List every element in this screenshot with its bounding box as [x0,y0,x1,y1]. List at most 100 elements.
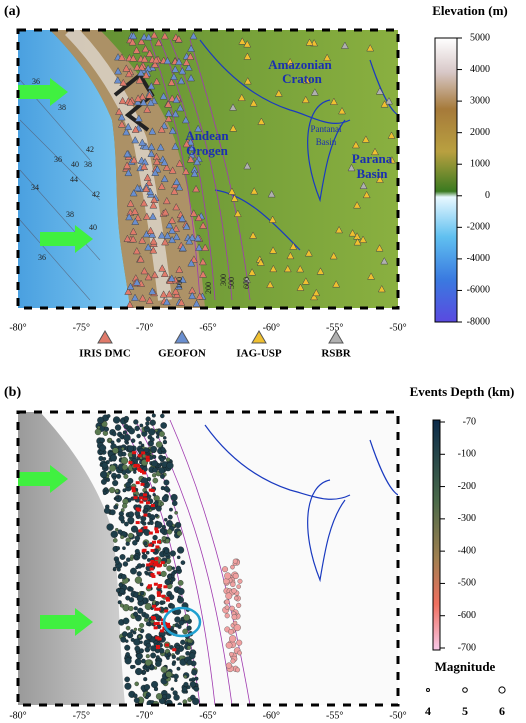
event [134,576,143,584]
station [137,37,146,45]
event [131,486,136,490]
event [115,527,119,532]
event [128,597,135,603]
station [160,158,169,166]
event [128,532,134,539]
contour-label: 36 [54,155,62,164]
station [238,37,247,45]
event [161,594,166,598]
event [188,652,196,660]
station [134,94,143,102]
event [137,627,142,632]
station [148,212,157,220]
event [135,521,140,525]
event [186,625,192,631]
event [161,536,167,541]
event [177,595,182,599]
station [124,122,133,131]
station [301,95,310,104]
station [310,88,319,96]
event [224,605,230,610]
station [168,94,177,102]
event [166,656,170,660]
station [171,142,180,150]
event [121,469,127,475]
event [174,678,178,683]
event [116,438,121,443]
station [126,282,135,290]
station [146,98,155,106]
station [182,139,191,148]
event [140,477,149,485]
magnitude-symbol [462,687,468,693]
colorbar-tick-label: 3000 [470,95,490,106]
station [175,265,184,273]
event [157,637,162,641]
event [122,617,130,625]
station [178,67,187,75]
event [110,454,118,462]
event [94,428,102,436]
station [124,168,133,177]
event [119,554,126,560]
station [168,216,177,224]
colorbar-tick-label: -500 [458,578,476,589]
station [367,272,375,280]
station [123,149,132,158]
colorbar-tick-label: -300 [458,513,476,524]
event [104,487,108,491]
event [170,493,178,501]
station [176,103,185,112]
event [125,481,131,488]
event [150,504,155,508]
station [266,280,275,288]
event [191,669,198,676]
event [166,462,174,470]
station [149,201,158,209]
event [163,585,168,589]
event [171,571,176,576]
station [130,155,138,164]
event [134,425,140,432]
event [177,546,185,554]
station [141,44,150,53]
event [154,527,159,531]
station [181,115,190,124]
station [165,220,174,229]
station [201,243,210,251]
station [154,38,163,47]
event [142,669,147,674]
station [159,92,168,100]
station [140,266,149,275]
event [143,541,148,546]
event [124,657,132,665]
event [142,453,147,459]
colorbar-tick-label: -6000 [467,285,490,296]
legend-symbol [174,330,190,344]
station [335,225,343,234]
event [115,495,119,500]
event [134,510,141,517]
contour-label: 38 [84,160,92,169]
event [116,588,121,593]
station [233,209,242,217]
station [167,78,176,86]
colorbar-tick-label: -200 [458,481,476,492]
station [156,143,165,151]
event [123,473,129,479]
event [146,501,151,505]
station [114,67,122,75]
event [108,437,113,443]
event [237,650,242,656]
station [168,166,177,174]
station [359,235,368,243]
station [138,138,147,146]
event [188,678,193,682]
event [136,652,143,660]
colorbar-title: Elevation (m) [432,3,507,18]
station [348,229,357,237]
event [225,592,233,600]
event [135,507,140,511]
event [230,658,236,664]
station [332,280,341,288]
